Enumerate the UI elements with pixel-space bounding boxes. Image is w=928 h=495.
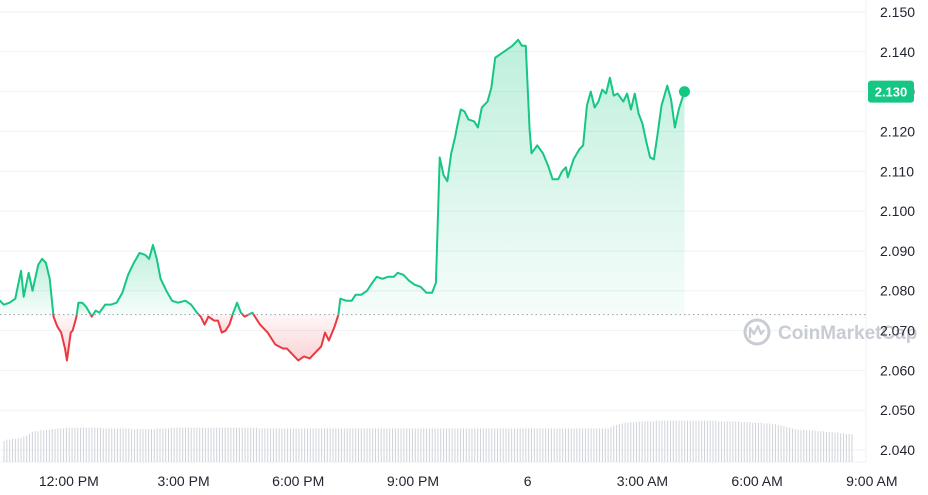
line-segment-down [52,313,78,362]
line-segment-down [252,313,340,362]
line-segment-up [231,301,244,316]
y-tick-label: 2.080 [880,283,915,299]
y-tick-label: 2.070 [880,323,915,339]
area-below-baseline [198,314,233,333]
grid-lines [0,0,867,463]
x-tick-label: 6:00 AM [731,473,782,489]
y-tick-label: 2.090 [880,243,915,259]
x-axis: 12:00 PM 3:00 PM 6:00 PM 9:00 PM 6 3:00 AM 6:0… [39,473,898,489]
x-tick-label: 9:00 AM [846,473,897,489]
line-segment-down [241,313,250,318]
current-price-badge: 2.130 [678,80,914,103]
y-tick-label: 2.120 [880,123,915,139]
y-tick-label: 2.150 [880,4,915,20]
coinmarketcap-logo-icon [743,318,771,346]
line-segment-up [75,301,92,316]
area-below-baseline [53,314,77,361]
y-tick-label: 2.050 [880,402,915,418]
y-tick-label: 2.100 [880,203,915,219]
line-segment-up [92,243,200,316]
area-above-baseline [338,39,685,315]
x-tick-label: 12:00 PM [39,473,99,489]
line-segment-up [337,38,686,316]
x-tick-label: 3:00 AM [617,473,668,489]
current-price-label-box [868,80,914,103]
price-line [0,38,866,362]
x-tick-label: 6:00 PM [272,473,324,489]
area-above-baseline [76,302,91,315]
y-tick-label: 2.110 [880,163,914,179]
current-price-label: 2.130 [875,85,908,100]
price-area [0,39,685,361]
area-below-baseline [253,314,339,361]
current-price-dot[interactable] [678,86,690,98]
watermark-text: CoinMarketCap [778,323,917,344]
x-tick-label: 3:00 PM [157,473,209,489]
area-above-baseline [93,244,199,315]
y-tick-label: 2.060 [880,362,915,378]
y-axis: 2.1502.1402.1302.1202.1102.1002.0902.080… [880,4,915,458]
line-segment-down [197,313,234,334]
y-tick-label: 2.040 [880,442,915,458]
y-tick-label: 2.140 [880,44,915,60]
x-tick-label: 6 [524,473,532,489]
line-segment-up [0,257,55,316]
watermark: CoinMarketCap [743,318,917,346]
x-tick-label: 9:00 PM [387,473,439,489]
volume-bars [3,420,853,462]
